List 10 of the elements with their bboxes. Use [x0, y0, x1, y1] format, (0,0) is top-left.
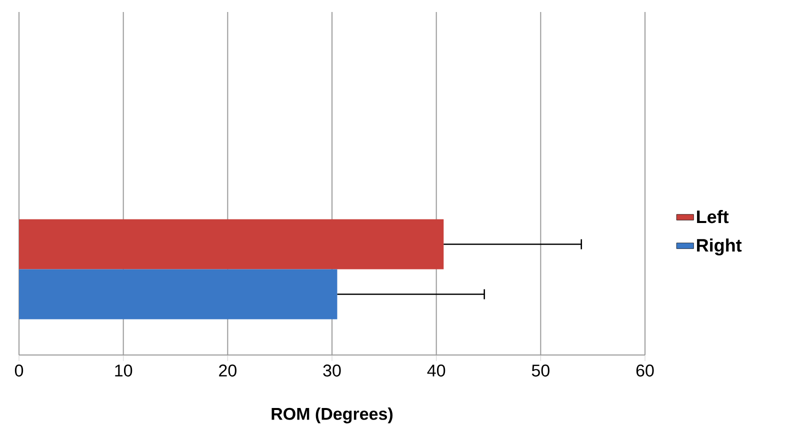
x-tick-label: 20 — [219, 364, 236, 377]
x-tick-label: 50 — [532, 364, 550, 377]
x-tick-label: 40 — [427, 364, 446, 377]
x-tick-label: 30 — [323, 364, 341, 377]
x-tick-label: 0 — [14, 364, 24, 377]
legend-label: Right — [697, 238, 742, 256]
x-axis-title: ROM (Degrees) — [272, 407, 393, 424]
x-tick-label: 10 — [115, 364, 132, 377]
legend-label: Left — [697, 210, 729, 224]
x-tick-label: 60 — [636, 364, 654, 377]
